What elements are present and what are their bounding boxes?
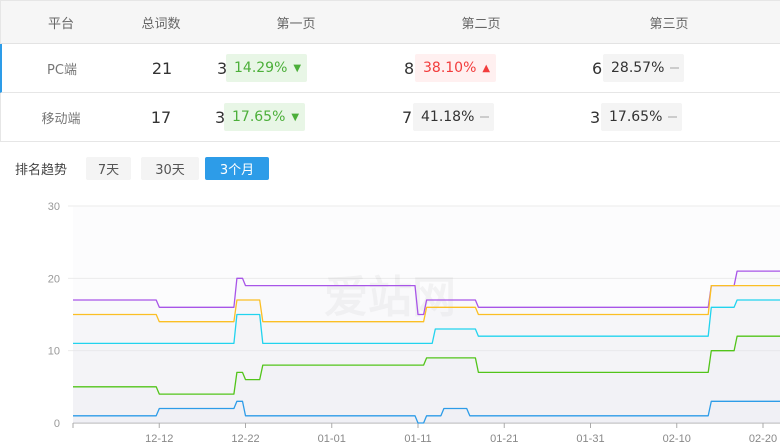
triangle-down-icon: ▼ <box>291 111 300 123</box>
x-tick-label: 01-31 <box>576 433 604 445</box>
page-percent: 41.18% <box>421 109 475 125</box>
table-header: 平台 总词数 第一页 第二页 第三页 <box>1 0 780 44</box>
x-tick-label: 12-12 <box>145 433 173 445</box>
header-platform: 平台 <box>47 16 74 32</box>
x-tick-label: 12-22 <box>231 433 259 445</box>
y-tick-label: 0 <box>54 418 60 430</box>
series-area <box>73 271 780 423</box>
series-line-2 <box>73 299 780 345</box>
series-area <box>73 300 780 423</box>
page-percent: 28.57% <box>611 60 665 76</box>
page-percent-badge: 41.18% <box>413 103 494 131</box>
page-percent-badge: 28.57% <box>603 54 684 82</box>
series-area <box>73 401 780 423</box>
watermark: 爱站网 <box>324 272 456 323</box>
header-total: 总词数 <box>141 16 181 32</box>
series-line-3 <box>73 335 780 395</box>
page-percent: 17.65% <box>232 109 286 125</box>
x-tick-label: 02-20 <box>749 433 777 445</box>
page-percent-badge: 14.29% ▼ <box>226 54 307 82</box>
x-tick-label: 02-10 <box>663 433 691 445</box>
header-page3: 第三页 <box>649 16 689 32</box>
page-count[interactable]: 7 <box>402 107 413 127</box>
total-cell: 21 <box>151 58 173 78</box>
page-count[interactable]: 6 <box>592 58 603 78</box>
x-tick-label: 01-11 <box>404 433 431 445</box>
page-count[interactable]: 3 <box>215 107 226 127</box>
page-percent: 38.10% <box>423 60 477 76</box>
header-page1: 第一页 <box>276 16 316 32</box>
total-cell: 17 <box>150 107 172 127</box>
series-line-1 <box>73 284 780 323</box>
series-line-4 <box>73 400 780 424</box>
ranking-trend-chart: 0 10 20 30 爱站网 12-12 12-22 01-01 01-11 01-21 01-31… <box>48 201 780 445</box>
page-percent: 17.65% <box>609 109 663 125</box>
page-count[interactable]: 8 <box>404 58 415 78</box>
x-tick-label: 01-01 <box>318 433 346 445</box>
page-percent-badge: 17.65% <box>601 103 682 131</box>
series-area <box>73 285 780 423</box>
range-7d-button[interactable]: 7天 <box>86 157 131 180</box>
dash-icon <box>668 116 678 118</box>
platform-cell: PC端 <box>47 62 77 78</box>
triangle-up-icon: ▲ <box>482 62 491 74</box>
table-row: 移动端 17 3 17.65% ▼ 7 41.18% 3 17.65% <box>1 93 780 142</box>
page-count[interactable]: 3 <box>590 107 601 127</box>
y-tick-label: 10 <box>48 346 60 358</box>
y-tick-label: 20 <box>48 273 60 285</box>
page-percent-badge: 38.10% ▲ <box>415 54 496 82</box>
page-count[interactable]: 3 <box>217 58 228 78</box>
dash-icon <box>670 67 680 69</box>
x-tick-label: 01-21 <box>490 433 518 445</box>
y-tick-label: 30 <box>48 201 60 213</box>
header-page2: 第二页 <box>461 16 501 32</box>
page-percent-badge: 17.65% ▼ <box>224 103 305 131</box>
triangle-down-icon: ▼ <box>293 62 302 74</box>
page-percent: 14.29% <box>234 60 288 76</box>
series-area <box>73 336 780 423</box>
range-30d-button[interactable]: 30天 <box>141 157 199 180</box>
trend-label: 排名趋势 <box>15 163 68 178</box>
range-3m-button[interactable]: 3个月 <box>205 157 269 180</box>
ranking-table: 平台 总词数 第一页 第二页 第三页 PC端 21 3 14.29% ▼ 8 38.1… <box>0 0 780 142</box>
platform-cell: 移动端 <box>41 111 81 127</box>
dash-icon <box>480 116 490 118</box>
table-row: PC端 21 3 14.29% ▼ 8 38.10% ▲ 6 28.57% <box>0 44 780 93</box>
